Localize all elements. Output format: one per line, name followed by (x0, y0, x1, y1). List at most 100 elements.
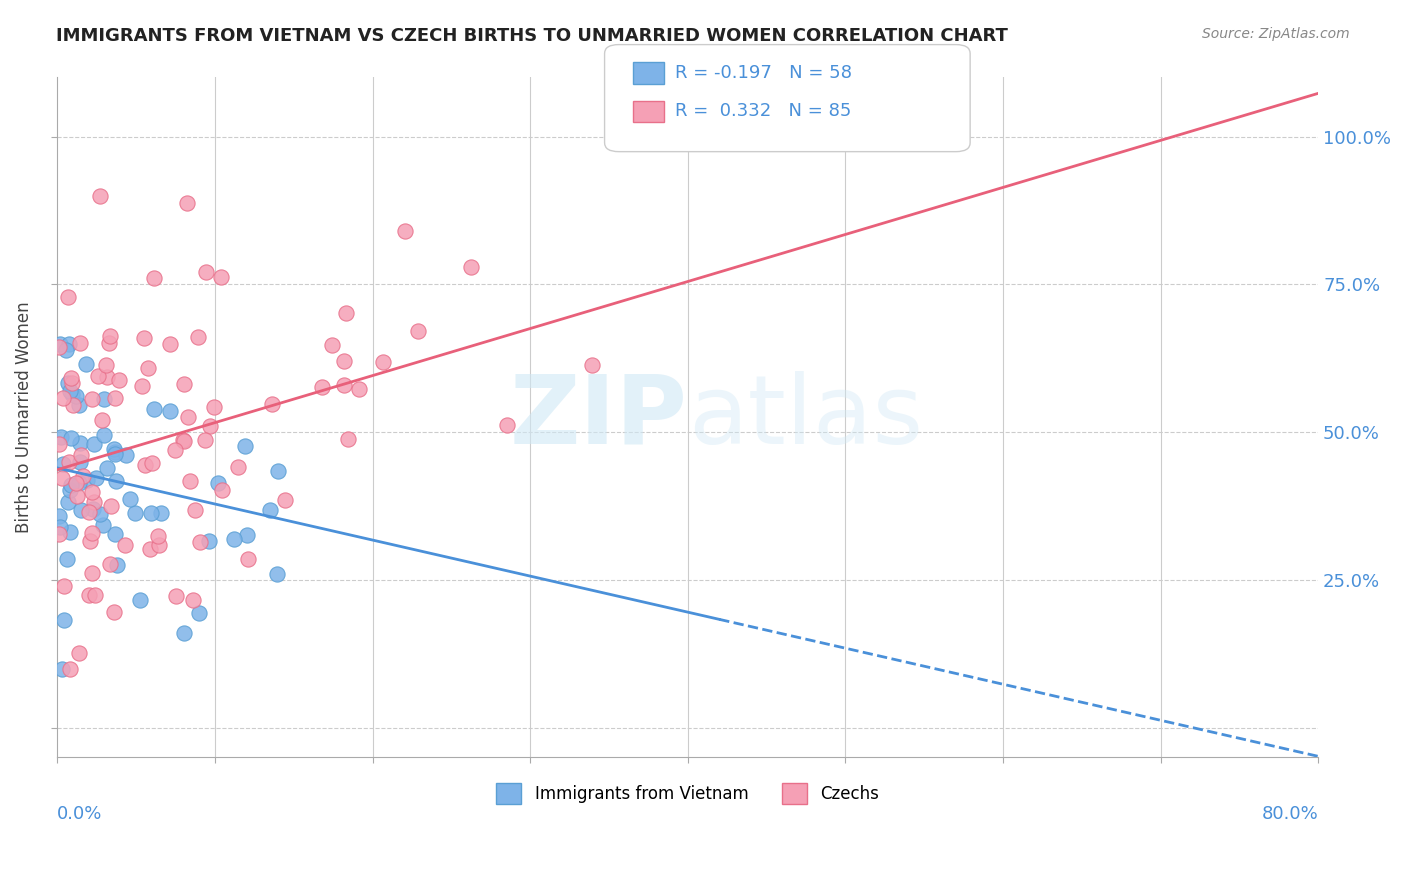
Point (49, 430, 72, 444)
Point (60, 431, 83, 445)
Point (581, 358, 603, 372)
Point (108, 373, 131, 387)
Point (177, 409, 200, 424)
Text: 0.0%: 0.0% (58, 805, 103, 823)
Point (188, 535, 211, 549)
Point (176, 196, 198, 211)
Point (134, 458, 156, 472)
Point (48, 340, 70, 354)
Point (48, 519, 70, 533)
Y-axis label: Births to Unmarried Women: Births to Unmarried Women (15, 301, 32, 533)
Point (62, 376, 84, 391)
Point (56, 494, 79, 508)
Point (67, 475, 90, 490)
Point (347, 382, 370, 396)
Point (75, 357, 97, 371)
Point (183, 503, 205, 517)
Point (79, 533, 101, 548)
Point (93, 392, 115, 406)
Point (52, 579, 75, 593)
Point (337, 432, 360, 446)
Legend: Immigrants from Vietnam, Czechs: Immigrants from Vietnam, Czechs (489, 777, 886, 810)
Text: ZIP: ZIP (510, 371, 688, 464)
Point (333, 377, 356, 392)
Point (70, 448, 93, 462)
Point (114, 448, 136, 462)
Point (100, 500, 122, 514)
Text: R = -0.197   N = 58: R = -0.197 N = 58 (675, 64, 852, 82)
Point (181, 592, 204, 607)
Point (188, 607, 211, 621)
Point (129, 592, 152, 607)
Point (105, 558, 128, 572)
Point (98, 335, 121, 350)
Point (69, 435, 91, 450)
Point (56, 376, 79, 390)
Point (211, 483, 233, 497)
Point (259, 503, 281, 517)
Point (79, 505, 101, 519)
Point (236, 528, 259, 542)
Point (373, 354, 395, 368)
Point (60, 477, 83, 491)
Point (104, 391, 127, 405)
Point (48, 509, 70, 524)
Point (159, 337, 181, 351)
Point (132, 331, 155, 345)
Point (76, 473, 98, 487)
Point (82, 526, 104, 541)
Point (141, 506, 163, 520)
Point (91, 413, 114, 427)
Point (48, 527, 70, 541)
Point (187, 330, 209, 344)
Point (80, 566, 103, 581)
Point (150, 506, 173, 520)
Point (82, 392, 104, 406)
Point (165, 589, 187, 603)
Text: atlas: atlas (688, 371, 922, 464)
Point (55, 551, 77, 566)
Point (173, 434, 195, 448)
Point (58, 290, 80, 304)
Point (98, 329, 121, 343)
Point (104, 447, 127, 461)
Point (52, 613, 75, 627)
Point (321, 338, 343, 352)
Point (67, 646, 90, 660)
Point (408, 324, 430, 338)
Point (224, 532, 246, 546)
Point (69, 454, 91, 468)
Point (236, 551, 259, 566)
Point (84, 471, 107, 485)
Point (207, 476, 229, 491)
Point (118, 491, 141, 506)
Point (146, 529, 169, 543)
Point (91, 517, 114, 532)
Point (69, 335, 91, 350)
Point (202, 400, 225, 414)
Point (267, 465, 290, 479)
Point (233, 440, 256, 454)
Point (104, 526, 127, 541)
Point (159, 404, 181, 418)
Point (131, 379, 153, 393)
Point (333, 354, 356, 368)
Point (209, 270, 232, 285)
Point (65, 389, 87, 403)
Point (172, 433, 194, 447)
Point (65, 475, 87, 490)
Point (58, 455, 80, 469)
Text: R =  0.332   N = 85: R = 0.332 N = 85 (675, 103, 851, 120)
Point (460, 260, 482, 275)
Point (59, 370, 82, 384)
Point (143, 271, 166, 285)
Point (114, 538, 136, 552)
Point (77, 588, 100, 602)
Point (51, 471, 73, 485)
Point (163, 443, 186, 458)
Point (80, 485, 103, 500)
Point (200, 418, 222, 433)
Point (48, 436, 70, 450)
Point (143, 402, 166, 417)
Point (89, 508, 111, 522)
